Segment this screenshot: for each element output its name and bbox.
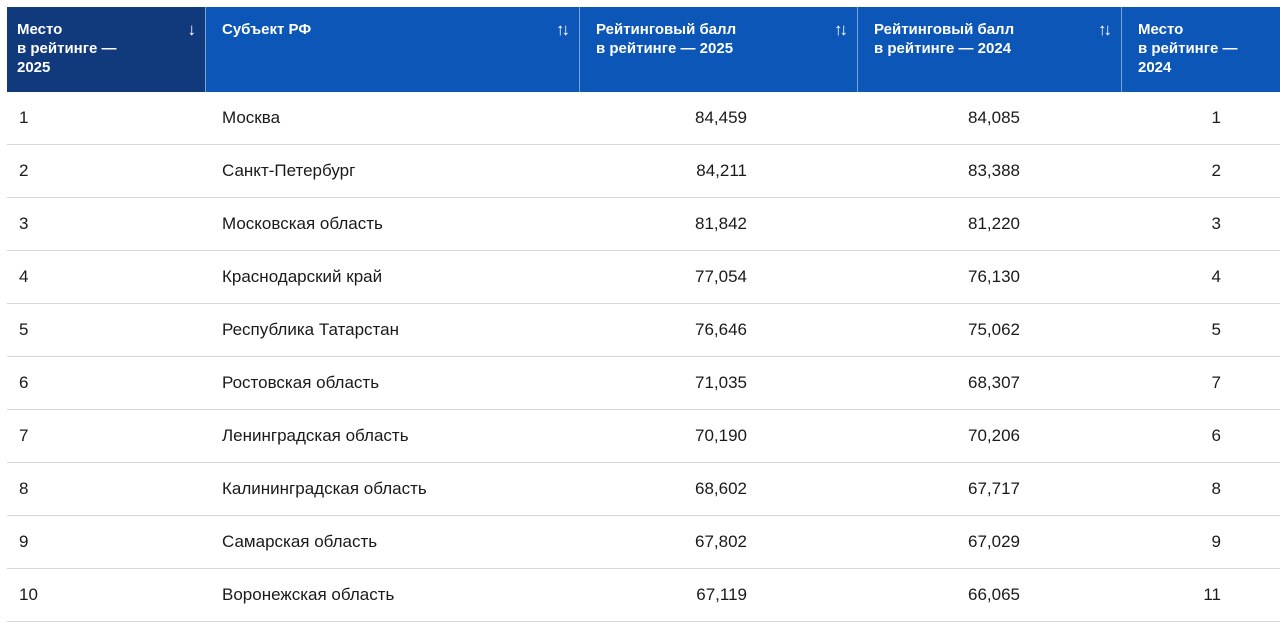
rank-2024-cell: 8 xyxy=(1121,463,1280,516)
table-row: 10 Воронежская область 67,119 66,065 11 xyxy=(7,569,1280,622)
region-cell: Краснодарский край xyxy=(205,251,579,304)
table-row: 8 Калининградская область 68,602 67,717 … xyxy=(7,463,1280,516)
region-cell: Москва xyxy=(205,92,579,145)
rank-2024-cell: 11 xyxy=(1121,569,1280,622)
table-row: 1 Москва 84,459 84,085 1 xyxy=(7,92,1280,145)
rank-2024-cell: 9 xyxy=(1121,516,1280,569)
score-2024-cell: 84,085 xyxy=(857,92,1121,145)
col-header-score-2025[interactable]: Рейтинговый балл в рейтинге — 2025 ↑↓ xyxy=(579,7,857,92)
score-2024-cell: 70,206 xyxy=(857,410,1121,463)
region-cell: Самарская область xyxy=(205,516,579,569)
region-cell: Московская область xyxy=(205,198,579,251)
score-2024-cell: 83,388 xyxy=(857,145,1121,198)
score-2024-cell: 67,029 xyxy=(857,516,1121,569)
rank-2025-cell: 3 xyxy=(7,198,205,251)
rank-2024-cell: 6 xyxy=(1121,410,1280,463)
sort-toggle-icon: ↑↓ xyxy=(1098,20,1112,39)
col-header-rank-2025[interactable]: Место в рейтинге — 2025 ↓ xyxy=(7,7,205,92)
col-header-score-2024-label: Рейтинговый балл в рейтинге — 2024 xyxy=(874,21,1015,57)
score-2025-cell: 67,802 xyxy=(579,516,857,569)
rank-2025-cell: 2 xyxy=(7,145,205,198)
col-header-rank-2024-label: Место в рейтинге — 2024 xyxy=(1138,21,1238,76)
rank-2025-cell: 6 xyxy=(7,357,205,410)
col-header-score-2025-label: Рейтинговый балл в рейтинге — 2025 xyxy=(596,21,737,57)
table-row: 4 Краснодарский край 77,054 76,130 4 xyxy=(7,251,1280,304)
sort-descending-icon: ↓ xyxy=(187,20,196,39)
rank-2025-cell: 5 xyxy=(7,304,205,357)
col-header-region-label: Субъект РФ xyxy=(222,21,312,38)
rank-2024-cell: 5 xyxy=(1121,304,1280,357)
table-header: Место в рейтинге — 2025 ↓ Субъект РФ ↑↓ … xyxy=(7,7,1280,92)
table-row: 6 Ростовская область 71,035 68,307 7 xyxy=(7,357,1280,410)
score-2024-cell: 66,065 xyxy=(857,569,1121,622)
region-cell: Воронежская область xyxy=(205,569,579,622)
sort-toggle-icon: ↑↓ xyxy=(556,20,570,39)
rating-table-container: Место в рейтинге — 2025 ↓ Субъект РФ ↑↓ … xyxy=(7,7,1280,622)
region-cell: Республика Татарстан xyxy=(205,304,579,357)
rank-2024-cell: 4 xyxy=(1121,251,1280,304)
rank-2025-cell: 1 xyxy=(7,92,205,145)
score-2025-cell: 81,842 xyxy=(579,198,857,251)
rank-2025-cell: 4 xyxy=(7,251,205,304)
table-body: 1 Москва 84,459 84,085 1 2 Санкт-Петербу… xyxy=(7,92,1280,622)
score-2024-cell: 67,717 xyxy=(857,463,1121,516)
col-header-rank-2025-label: Место в рейтинге — 2025 xyxy=(17,21,117,76)
score-2024-cell: 75,062 xyxy=(857,304,1121,357)
region-cell: Санкт-Петербург xyxy=(205,145,579,198)
rank-2025-cell: 10 xyxy=(7,569,205,622)
rank-2025-cell: 7 xyxy=(7,410,205,463)
rank-2024-cell: 7 xyxy=(1121,357,1280,410)
rating-table: Место в рейтинге — 2025 ↓ Субъект РФ ↑↓ … xyxy=(7,7,1280,622)
score-2024-cell: 81,220 xyxy=(857,198,1121,251)
score-2025-cell: 71,035 xyxy=(579,357,857,410)
region-cell: Ленинградская область xyxy=(205,410,579,463)
col-header-rank-2024[interactable]: Место в рейтинге — 2024 xyxy=(1121,7,1280,92)
score-2025-cell: 76,646 xyxy=(579,304,857,357)
score-2025-cell: 84,211 xyxy=(579,145,857,198)
region-cell: Калининградская область xyxy=(205,463,579,516)
region-cell: Ростовская область xyxy=(205,357,579,410)
rank-2025-cell: 9 xyxy=(7,516,205,569)
col-header-score-2024[interactable]: Рейтинговый балл в рейтинге — 2024 ↑↓ xyxy=(857,7,1121,92)
score-2025-cell: 68,602 xyxy=(579,463,857,516)
score-2024-cell: 76,130 xyxy=(857,251,1121,304)
sort-toggle-icon: ↑↓ xyxy=(834,20,848,39)
table-row: 5 Республика Татарстан 76,646 75,062 5 xyxy=(7,304,1280,357)
score-2025-cell: 67,119 xyxy=(579,569,857,622)
table-row: 2 Санкт-Петербург 84,211 83,388 2 xyxy=(7,145,1280,198)
table-row: 9 Самарская область 67,802 67,029 9 xyxy=(7,516,1280,569)
rank-2024-cell: 2 xyxy=(1121,145,1280,198)
table-row: 3 Московская область 81,842 81,220 3 xyxy=(7,198,1280,251)
col-header-region[interactable]: Субъект РФ ↑↓ xyxy=(205,7,579,92)
score-2025-cell: 77,054 xyxy=(579,251,857,304)
table-row: 7 Ленинградская область 70,190 70,206 6 xyxy=(7,410,1280,463)
score-2025-cell: 84,459 xyxy=(579,92,857,145)
score-2024-cell: 68,307 xyxy=(857,357,1121,410)
rank-2025-cell: 8 xyxy=(7,463,205,516)
score-2025-cell: 70,190 xyxy=(579,410,857,463)
rank-2024-cell: 1 xyxy=(1121,92,1280,145)
rank-2024-cell: 3 xyxy=(1121,198,1280,251)
